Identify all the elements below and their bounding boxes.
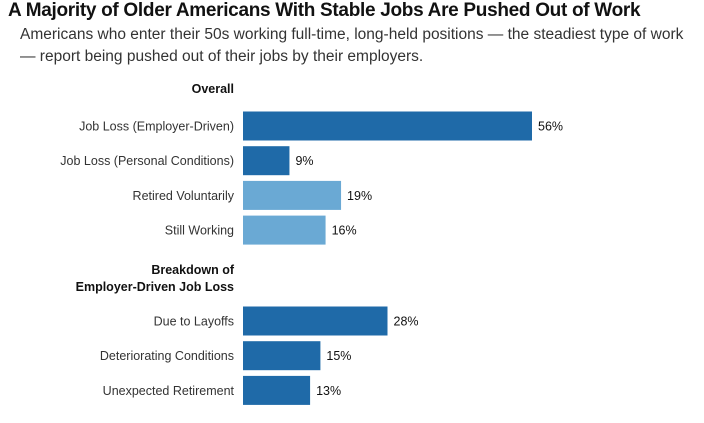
section-label: Breakdown of (151, 263, 234, 277)
bar (243, 341, 321, 371)
value-label: 16% (332, 224, 357, 238)
bar (243, 215, 326, 245)
bar (243, 146, 290, 176)
value-label: 13% (316, 384, 341, 398)
category-label: Due to Layoffs (154, 315, 234, 329)
value-label: 9% (295, 154, 313, 168)
category-label: Job Loss (Employer-Driven) (79, 120, 234, 134)
value-label: 28% (394, 315, 419, 329)
bar (243, 306, 388, 336)
chart-subtitle: Americans who enter their 50s working fu… (20, 26, 684, 65)
category-label: Job Loss (Personal Conditions) (60, 154, 234, 168)
bar (243, 375, 311, 405)
category-label: Deteriorating Conditions (100, 349, 234, 363)
section-label: Employer-Driven Job Loss (76, 280, 234, 294)
bar (243, 111, 532, 141)
value-label: 56% (538, 120, 563, 134)
section-label: Overall (192, 82, 234, 96)
category-label: Retired Voluntarily (133, 189, 235, 203)
bar (243, 180, 342, 210)
chart-title: A Majority of Older Americans With Stabl… (8, 0, 641, 21)
value-label: 15% (326, 349, 351, 363)
value-label: 19% (347, 189, 372, 203)
category-label: Unexpected Retirement (103, 384, 235, 398)
category-label: Still Working (165, 224, 234, 238)
